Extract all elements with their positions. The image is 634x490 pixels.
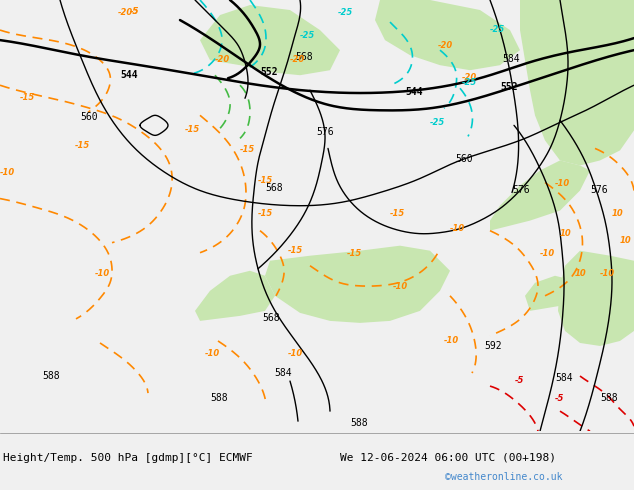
Text: -15: -15 — [20, 93, 36, 102]
Text: 568: 568 — [295, 52, 313, 62]
Text: 576: 576 — [512, 185, 529, 195]
Text: 584: 584 — [274, 368, 292, 378]
Text: -5: -5 — [130, 7, 139, 16]
Text: -15: -15 — [288, 245, 303, 255]
Text: -5: -5 — [555, 394, 564, 403]
Text: -10: -10 — [393, 282, 408, 291]
Text: -10: -10 — [444, 336, 459, 345]
Text: 568: 568 — [265, 183, 283, 193]
Text: -10: -10 — [205, 349, 220, 358]
Text: 10: 10 — [560, 229, 572, 238]
Text: ©weatheronline.co.uk: ©weatheronline.co.uk — [445, 472, 562, 482]
Text: 560: 560 — [80, 112, 98, 122]
Text: 576: 576 — [316, 127, 333, 137]
Text: -15: -15 — [75, 142, 90, 150]
Text: 588: 588 — [350, 418, 368, 428]
Text: 560: 560 — [455, 154, 472, 165]
Text: -10: -10 — [555, 178, 570, 188]
Text: -25: -25 — [490, 25, 505, 34]
Text: 568: 568 — [262, 313, 280, 323]
Polygon shape — [490, 160, 590, 231]
Text: 10: 10 — [612, 209, 624, 218]
Text: 588: 588 — [210, 393, 228, 403]
Text: 584: 584 — [555, 373, 573, 383]
Text: -15: -15 — [258, 175, 273, 185]
Text: We 12-06-2024 06:00 UTC (00+198): We 12-06-2024 06:00 UTC (00+198) — [340, 453, 556, 463]
Text: Height/Temp. 500 hPa [gdmp][°C] ECMWF: Height/Temp. 500 hPa [gdmp][°C] ECMWF — [3, 453, 253, 463]
Text: 10: 10 — [575, 269, 586, 278]
Text: -10: -10 — [450, 223, 465, 233]
Text: -15: -15 — [258, 209, 273, 218]
Text: -10: -10 — [600, 269, 615, 278]
Text: -15: -15 — [240, 146, 256, 154]
Text: 552: 552 — [500, 82, 517, 92]
Text: 10: 10 — [620, 236, 631, 245]
Text: 544: 544 — [405, 87, 423, 98]
Text: -25: -25 — [430, 119, 445, 127]
Polygon shape — [195, 271, 275, 321]
Text: 588: 588 — [600, 393, 618, 403]
Text: -5: -5 — [130, 7, 139, 16]
Polygon shape — [375, 0, 520, 70]
Text: 544: 544 — [120, 70, 138, 80]
Polygon shape — [520, 0, 634, 166]
Text: 588: 588 — [42, 371, 60, 381]
Text: 552: 552 — [260, 67, 278, 77]
Text: -10: -10 — [0, 169, 15, 177]
Text: -10: -10 — [95, 269, 110, 278]
Text: -25: -25 — [462, 78, 477, 87]
Text: -20: -20 — [215, 55, 230, 64]
Text: -15: -15 — [390, 209, 405, 218]
Text: 584: 584 — [502, 54, 520, 64]
Text: -20: -20 — [462, 73, 477, 82]
Text: -5: -5 — [515, 376, 524, 385]
Text: -15: -15 — [347, 249, 362, 258]
Text: -10: -10 — [540, 249, 555, 258]
Polygon shape — [525, 276, 580, 311]
Text: -25: -25 — [300, 31, 315, 40]
Text: -10: -10 — [288, 349, 303, 358]
Text: -25: -25 — [338, 8, 353, 17]
Text: -20: -20 — [290, 55, 305, 64]
Text: -20: -20 — [118, 8, 133, 17]
Polygon shape — [200, 5, 340, 75]
Polygon shape — [558, 251, 634, 346]
Text: 576: 576 — [590, 185, 607, 195]
Text: -15: -15 — [185, 125, 200, 134]
Polygon shape — [265, 245, 450, 323]
Text: 592: 592 — [484, 341, 501, 351]
Text: -20: -20 — [438, 41, 453, 50]
